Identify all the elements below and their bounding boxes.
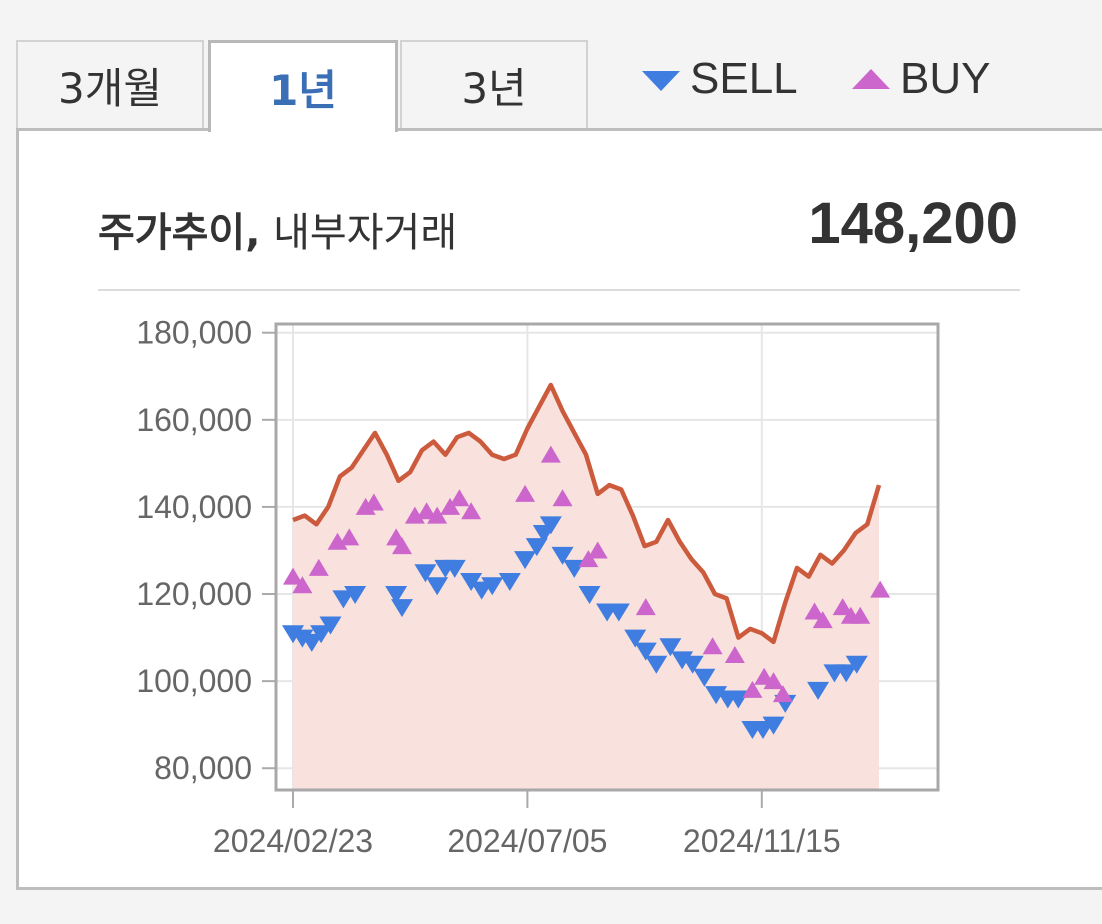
- sell-marker: [762, 716, 785, 735]
- sell-marker: [563, 559, 586, 578]
- x-tick-label: 2024/11/15: [683, 823, 841, 859]
- buy-marker: [812, 611, 833, 629]
- legend-sell-label: SELL: [690, 54, 798, 103]
- current-price: 148,200: [808, 191, 1018, 256]
- price-line: [292, 382, 882, 645]
- y-tick-label: 80,000: [154, 750, 252, 786]
- sell-marker: [681, 655, 704, 674]
- buy-marker: [635, 598, 656, 616]
- sell-marker: [344, 586, 367, 605]
- buy-marker: [427, 506, 448, 524]
- buy-marker: [461, 502, 482, 520]
- sell-marker: [539, 516, 562, 535]
- sell-marker: [607, 603, 630, 622]
- y-tick-label: 120,000: [136, 576, 252, 612]
- sell-marker: [385, 586, 408, 605]
- sell-marker: [659, 638, 682, 657]
- buy-marker: [832, 598, 853, 616]
- sell-marker: [634, 642, 657, 661]
- x-tick-label: 2024/02/23: [213, 823, 373, 859]
- buy-marker: [515, 484, 536, 502]
- buy-marker: [850, 606, 871, 624]
- sell-marker: [332, 590, 355, 609]
- title-stock-trend: 주가추이,: [98, 210, 261, 256]
- x-tick-label: 2024/07/05: [447, 823, 607, 859]
- buy-marker: [391, 537, 412, 555]
- legend-buy: BUY: [852, 54, 990, 104]
- y-tick-label: 140,000: [136, 489, 252, 525]
- buy-marker: [308, 558, 329, 576]
- sell-marker: [845, 655, 868, 674]
- sell-marker: [645, 655, 668, 674]
- buy-marker: [355, 497, 376, 515]
- legend-sell: SELL: [642, 54, 798, 104]
- sell-marker: [300, 633, 323, 652]
- title-insider-trading: 내부자거래: [273, 210, 458, 256]
- sell-marker: [835, 664, 858, 683]
- y-tick-label: 160,000: [136, 402, 252, 438]
- buy-marker: [404, 506, 425, 524]
- buy-marker: [870, 580, 891, 598]
- buy-marker: [552, 489, 573, 507]
- title-divider: [98, 289, 1020, 291]
- buy-marker: [283, 567, 303, 585]
- buy-marker: [742, 680, 763, 698]
- sell-marker: [310, 625, 333, 644]
- sell-marker: [414, 564, 437, 583]
- buy-triangle-icon: [852, 69, 890, 89]
- sell-marker: [443, 559, 466, 578]
- sell-marker: [727, 690, 750, 709]
- sell-marker: [498, 572, 521, 591]
- buy-marker: [363, 493, 384, 511]
- buy-marker: [724, 645, 745, 663]
- buy-marker: [327, 532, 348, 550]
- buy-marker: [339, 528, 360, 546]
- buy-marker: [416, 502, 437, 520]
- buy-marker: [292, 576, 313, 594]
- sell-marker: [319, 616, 342, 635]
- sell-marker: [426, 577, 449, 596]
- sell-marker: [693, 668, 716, 687]
- buy-marker: [449, 489, 470, 507]
- tab-1-year[interactable]: 1년: [208, 40, 398, 132]
- sell-marker: [481, 577, 504, 596]
- tab-3-years[interactable]: 3년: [400, 40, 588, 128]
- buy-marker: [587, 541, 608, 559]
- legend-buy-label: BUY: [900, 54, 991, 103]
- sell-marker: [390, 599, 413, 618]
- y-tick-label: 180,000: [136, 315, 252, 351]
- buy-marker: [702, 637, 723, 655]
- panel-title: 주가추이, 내부자거래: [98, 200, 457, 258]
- tab-3-months[interactable]: 3개월: [16, 40, 204, 128]
- y-tick-label: 100,000: [136, 663, 252, 699]
- sell-marker: [514, 551, 537, 570]
- buy-marker: [540, 445, 561, 463]
- buy-marker: [763, 672, 784, 690]
- sell-triangle-icon: [642, 71, 680, 91]
- buy-marker: [578, 550, 599, 568]
- sell-marker: [807, 681, 830, 700]
- buy-marker: [804, 602, 825, 620]
- buy-marker: [772, 685, 793, 703]
- sell-marker: [624, 629, 647, 648]
- sell-marker: [551, 546, 574, 565]
- sell-marker: [525, 538, 548, 557]
- buy-marker: [440, 497, 461, 515]
- plot-border: [274, 322, 940, 792]
- sell-marker: [578, 586, 601, 605]
